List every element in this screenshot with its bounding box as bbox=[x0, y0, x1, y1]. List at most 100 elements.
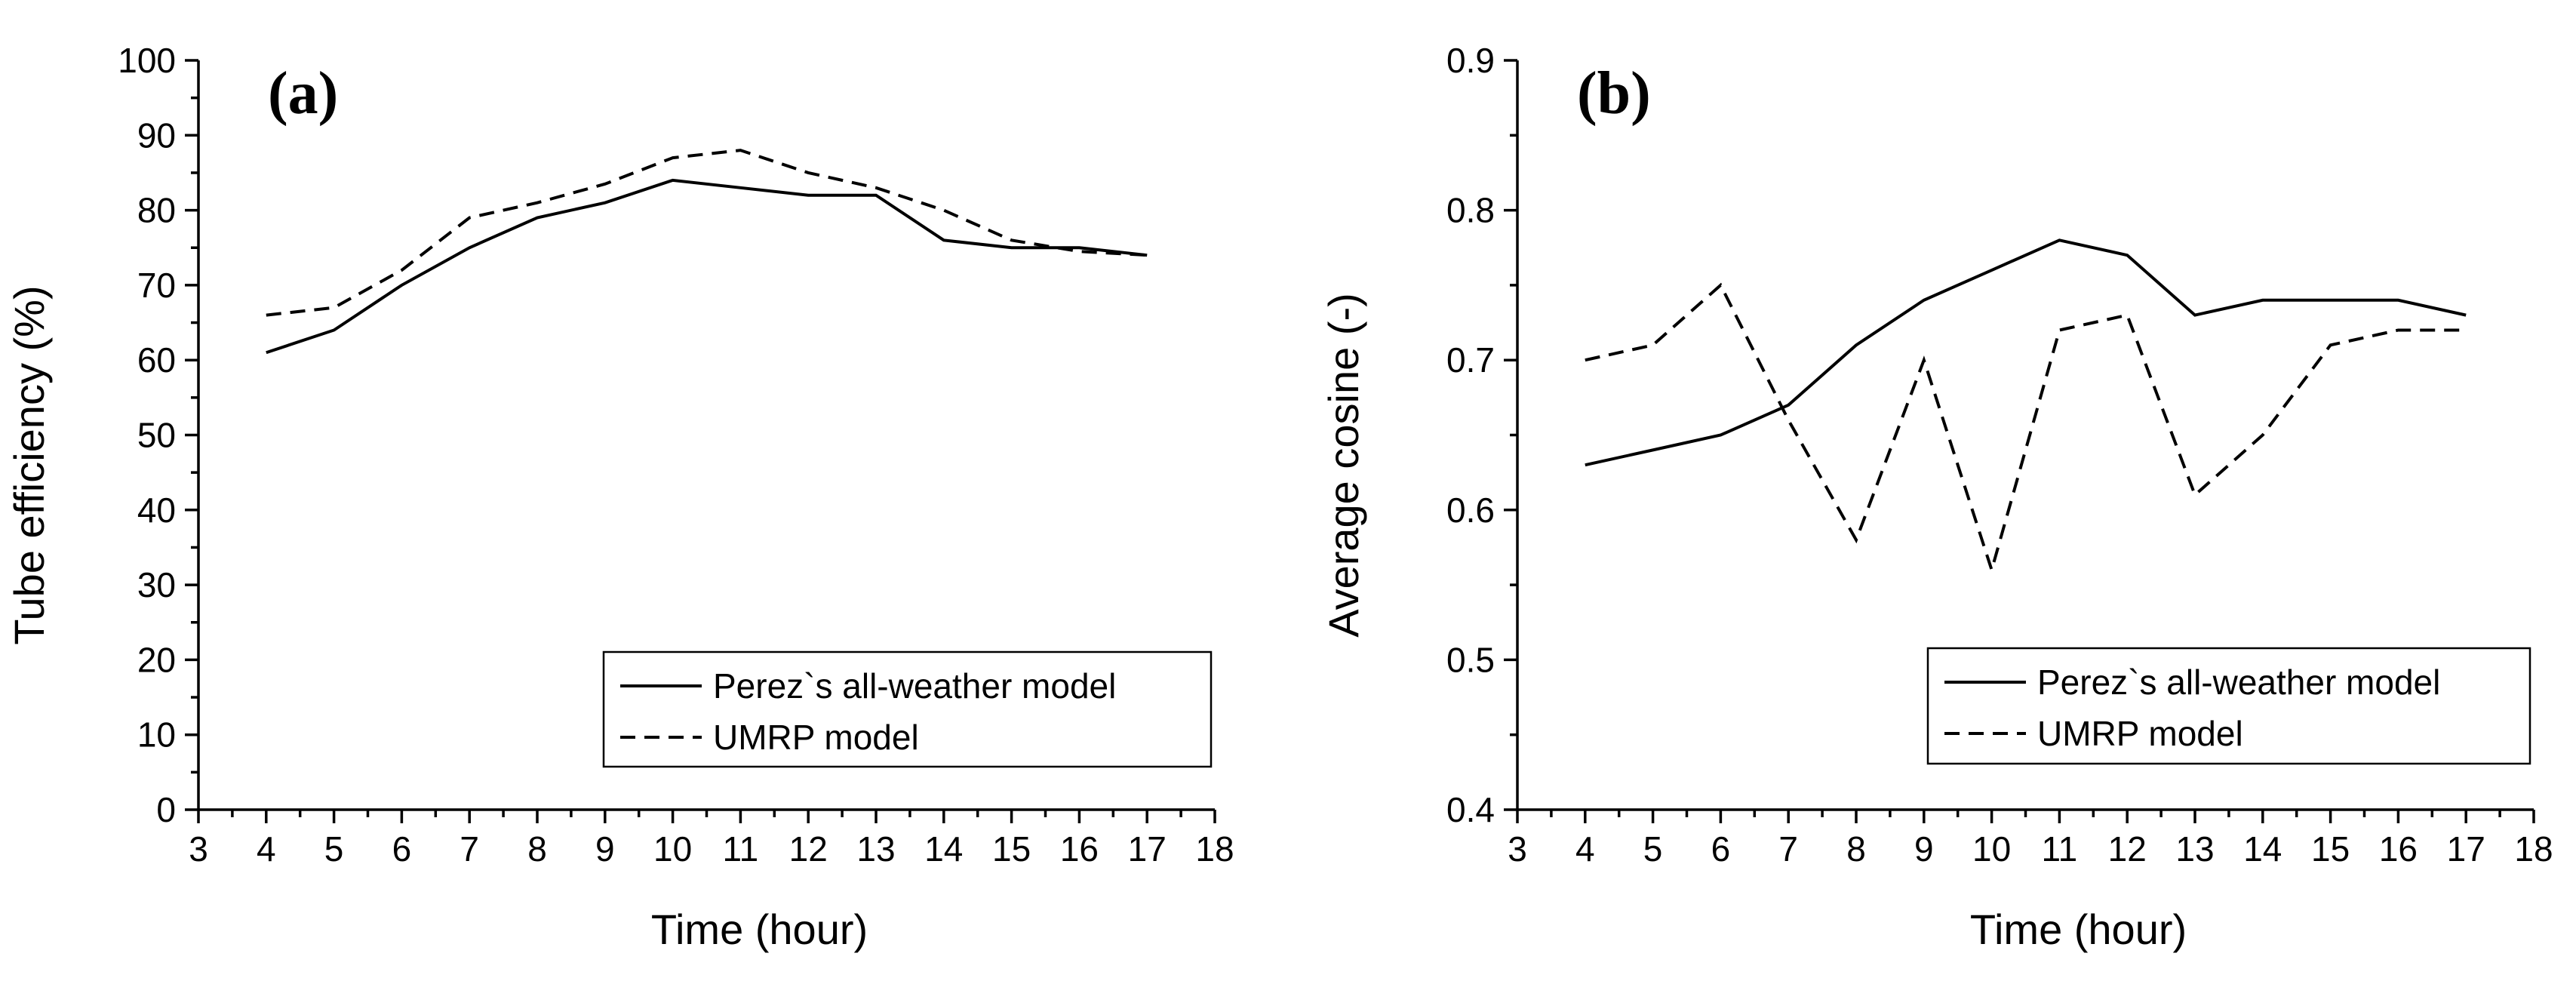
data-point bbox=[468, 217, 471, 220]
x-tick-label: 13 bbox=[2175, 829, 2214, 869]
data-point bbox=[400, 284, 403, 287]
series-line-umrp bbox=[266, 149, 1148, 317]
data-point bbox=[604, 201, 607, 204]
x-tick-label: 15 bbox=[992, 829, 1031, 869]
y-tick-label: 0.8 bbox=[1446, 191, 1495, 230]
x-tick-label: 10 bbox=[653, 829, 692, 869]
y-axis-label: Tube efficiency (%) bbox=[5, 285, 53, 644]
x-tick-label: 11 bbox=[723, 829, 759, 869]
data-point bbox=[2329, 343, 2332, 346]
x-tick-label: 3 bbox=[1508, 829, 1527, 869]
y-tick-label: 0.5 bbox=[1446, 640, 1495, 679]
data-point bbox=[1719, 284, 1722, 287]
x-tick-label: 9 bbox=[595, 829, 615, 869]
data-point bbox=[942, 209, 945, 212]
x-tick-label: 9 bbox=[1914, 829, 1934, 869]
data-point bbox=[1584, 358, 1587, 361]
data-point bbox=[2193, 314, 2196, 317]
y-tick-label: 40 bbox=[137, 490, 176, 530]
x-tick-label: 8 bbox=[1846, 829, 1866, 869]
y-tick-label: 0.9 bbox=[1446, 41, 1495, 80]
x-tick-label: 17 bbox=[2447, 829, 2485, 869]
data-point bbox=[807, 194, 810, 197]
data-point bbox=[807, 171, 810, 174]
y-tick-label: 0.4 bbox=[1446, 790, 1495, 829]
data-point bbox=[1145, 254, 1148, 257]
chart-panel-a: 0 10 20 30 40 50 60 70 80 90 100 3 4 5 6 7 8 9 10 11 12 13 14 1… bbox=[5, 41, 1234, 953]
x-tick-label: 18 bbox=[1195, 829, 1234, 869]
data-point bbox=[604, 183, 607, 186]
x-tick-label: 4 bbox=[1575, 829, 1595, 869]
y-tick-label: 80 bbox=[137, 191, 176, 230]
data-point bbox=[2126, 314, 2129, 317]
series-line-umrp bbox=[1585, 282, 2467, 576]
x-tick-label: 18 bbox=[2514, 829, 2553, 869]
legend-frame bbox=[602, 650, 1213, 768]
data-point bbox=[1855, 539, 1858, 542]
data-point bbox=[672, 179, 675, 182]
y-tick-label: 0.7 bbox=[1446, 340, 1495, 380]
data-point bbox=[1652, 343, 1655, 346]
data-point bbox=[2396, 299, 2399, 302]
y-tick-label: 60 bbox=[137, 340, 176, 380]
data-point bbox=[672, 156, 675, 159]
data-point bbox=[1077, 250, 1081, 253]
data-point bbox=[739, 186, 742, 189]
x-tick-label: 16 bbox=[1060, 829, 1099, 869]
x-tick-label: 7 bbox=[460, 829, 479, 869]
x-axis-label: Time (hour) bbox=[1970, 906, 2187, 953]
data-point bbox=[265, 314, 268, 317]
data-point bbox=[536, 217, 539, 220]
data-point bbox=[739, 149, 742, 152]
data-point bbox=[1584, 463, 1587, 466]
data-point bbox=[1652, 448, 1655, 451]
x-tick-label: 11 bbox=[2042, 829, 2078, 869]
data-point bbox=[1719, 434, 1722, 437]
x-tick-label: 14 bbox=[2243, 829, 2282, 869]
data-point bbox=[1990, 269, 1993, 272]
chart-panel-b: 0.4 0.5 0.6 0.7 0.8 0.9 3 4 5 6 7 8 9 10 11 12 13 14 15 16 1… bbox=[1320, 41, 2553, 953]
x-tick-label: 3 bbox=[189, 829, 208, 869]
panel-label: (a) bbox=[268, 60, 338, 127]
x-axis-label: Time (hour) bbox=[651, 906, 868, 953]
data-point bbox=[2058, 238, 2061, 241]
y-tick-label: 70 bbox=[137, 266, 176, 305]
data-point bbox=[1855, 343, 1858, 346]
data-point bbox=[875, 186, 878, 189]
y-tick-label: 10 bbox=[137, 715, 176, 755]
data-point bbox=[2329, 299, 2332, 302]
y-tick-label: 30 bbox=[137, 565, 176, 604]
x-tick-label: 5 bbox=[1643, 829, 1663, 869]
legend: Perez`s all-weather model UMRP model bbox=[1926, 647, 2531, 765]
y-tick-label: 20 bbox=[137, 640, 176, 679]
x-tick-label: 14 bbox=[924, 829, 963, 869]
data-point bbox=[1990, 568, 1993, 571]
data-point bbox=[2126, 254, 2129, 257]
data-point bbox=[2058, 328, 2061, 331]
y-axis-label: Average cosine (-) bbox=[1320, 293, 1367, 638]
series-line-perez bbox=[1585, 238, 2467, 467]
legend-entry-perez: Perez`s all-weather model bbox=[713, 666, 1116, 706]
data-point bbox=[333, 328, 336, 331]
data-point bbox=[2396, 328, 2399, 331]
data-point bbox=[2261, 299, 2264, 302]
x-tick-label: 8 bbox=[527, 829, 547, 869]
y-tick-label: 0.6 bbox=[1446, 490, 1495, 530]
legend-frame bbox=[1926, 647, 2531, 765]
legend-entry-umrp: UMRP model bbox=[2037, 714, 2243, 753]
data-point bbox=[1077, 246, 1081, 249]
panel-label: (b) bbox=[1577, 60, 1651, 127]
x-tick-label: 16 bbox=[2379, 829, 2418, 869]
x-tick-label: 10 bbox=[1972, 829, 2011, 869]
legend: Perez`s all-weather model UMRP model bbox=[602, 650, 1213, 768]
data-point bbox=[942, 238, 945, 241]
data-point bbox=[2193, 494, 2196, 497]
series-line-perez bbox=[266, 178, 1148, 355]
data-point bbox=[333, 306, 336, 309]
data-point bbox=[875, 194, 878, 197]
data-point bbox=[536, 201, 539, 204]
data-point bbox=[1923, 299, 1926, 302]
data-point bbox=[1923, 358, 1926, 361]
data-point bbox=[265, 351, 268, 354]
